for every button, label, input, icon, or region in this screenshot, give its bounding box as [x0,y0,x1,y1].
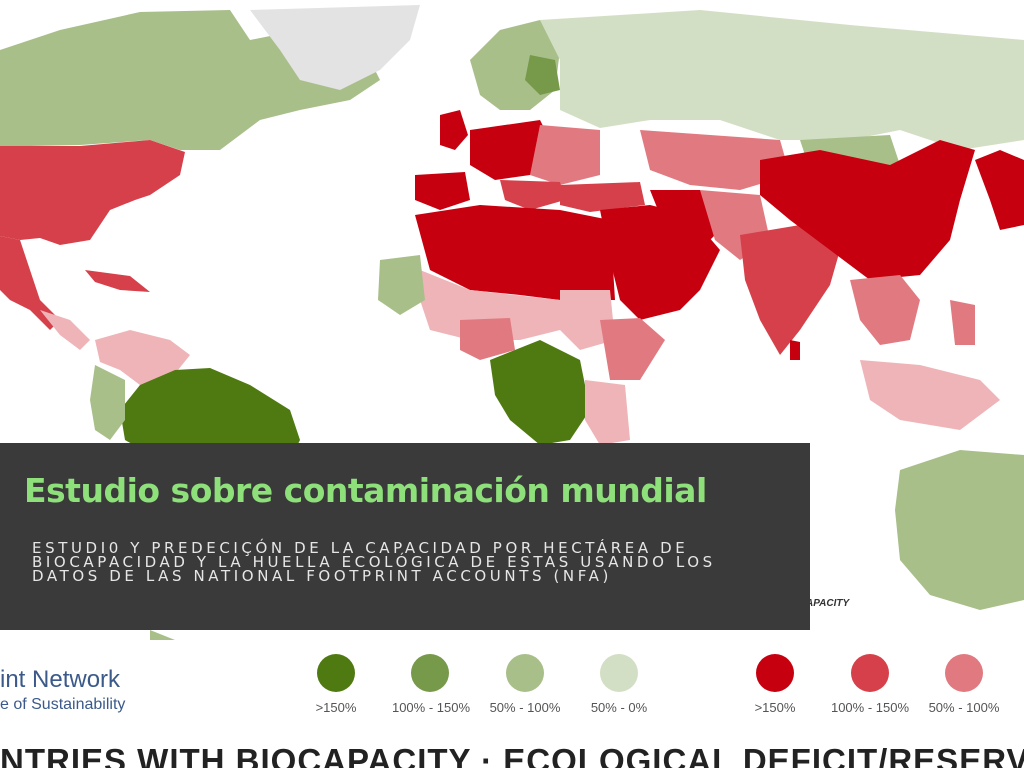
legend-swatch-deficit-50-100 [945,654,983,692]
region-sri-lanka [790,340,800,360]
title-overlay-box: Estudio sobre contaminación mundial ESTU… [0,443,810,630]
region-horn-of-africa [600,318,665,380]
world-map [0,5,1024,648]
region-eastern-europe [530,125,600,185]
region-central-africa [490,340,590,445]
legend-label-deficit-100-150: 100% - 150% [830,700,910,715]
region-china [760,140,975,280]
region-east-africa [585,380,630,445]
legend-label-deficit-50-100: 50% - 100% [928,700,1000,715]
legend-swatch-reserve-gt150 [317,654,355,692]
region-usa [0,140,185,245]
map-caption-fragment: APACITY [806,598,850,609]
legend-swatch-reserve-100-150 [411,654,449,692]
region-north-africa [415,205,615,300]
legend-label-reserve-50-100: 50% - 100% [489,700,561,715]
region-nigeria [460,318,515,360]
legend-swatch-deficit-gt150 [756,654,794,692]
region-cuba [85,270,150,292]
region-australia [895,450,1024,610]
region-colombia-venezuela [95,330,190,385]
region-russia [540,10,1024,150]
region-west-africa-sahel [420,270,560,340]
region-central-america [40,310,90,350]
region-central-asia [640,130,790,190]
region-iran [650,190,720,250]
legend-swatch-deficit-100-150 [851,654,889,692]
legend-label-reserve-50-0: 50% - 0% [590,700,648,715]
region-west-africa-coast [378,255,425,315]
region-greenland [250,5,420,90]
region-uk [440,110,468,150]
region-indonesia [860,360,1000,430]
legend-label-reserve-100-150: 100% - 150% [391,700,471,715]
legend-swatch-reserve-50-100 [506,654,544,692]
brand-line-2: e of Sustainability [0,696,126,713]
region-turkey [560,182,645,212]
region-southeast-asia [850,275,920,345]
region-finland [525,55,560,95]
region-iberia [415,172,470,210]
region-sudan [560,290,615,350]
region-peru [90,365,125,440]
legend-label-reserve-gt150: >150% [315,700,357,715]
legend-swatch-reserve-50-0 [600,654,638,692]
region-korea-japan [975,150,1024,230]
region-philippines [950,300,975,345]
overlay-title: Estudio sobre contaminación mundial [24,471,707,510]
legend-label-deficit-gt150: >150% [754,700,796,715]
region-balkans [500,180,565,210]
overlay-subtitle: ESTUDI0 Y PREDECIÇÓN DE LA CAPACIDAD POR… [32,539,716,585]
region-india [740,225,840,355]
map-bottom-title: NTRIES WITH BIOCAPACITY · ECOLOGICAL DEF… [0,744,1024,768]
brand-line-1: int Network [0,666,121,693]
region-mexico [0,236,60,330]
